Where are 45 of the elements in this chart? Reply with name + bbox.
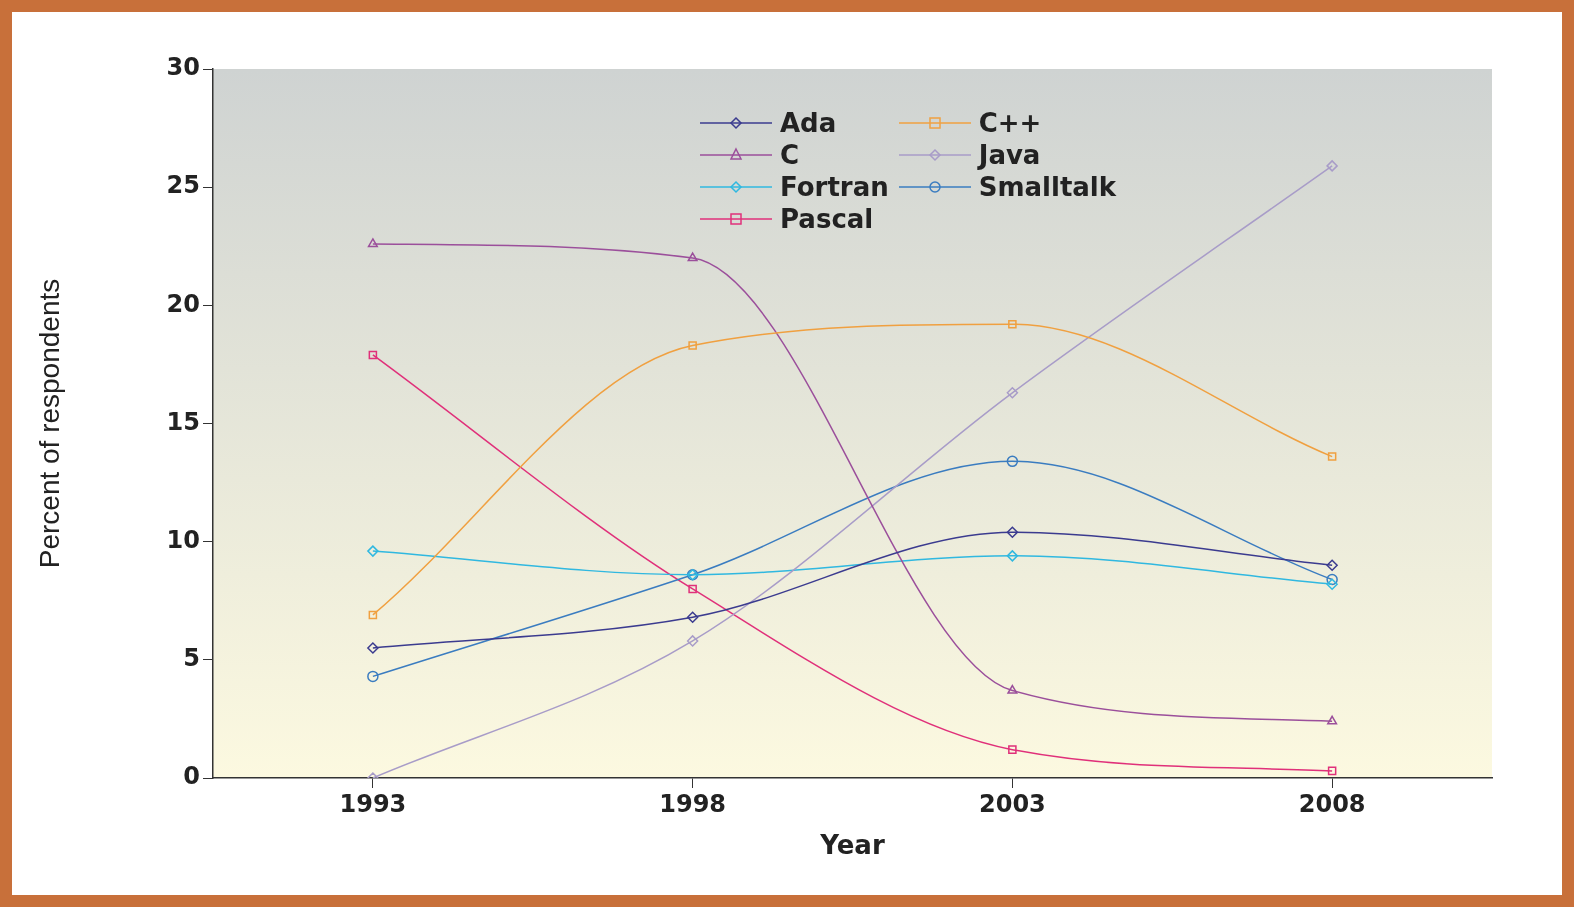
point [367,670,379,683]
point [1006,455,1019,468]
point [1006,387,1019,399]
y-tick-label: 10 [166,525,200,554]
point [686,611,699,624]
y-tick-label: 20 [166,289,200,318]
point [688,341,697,350]
point [368,610,378,620]
point [367,642,379,654]
y-tick-label: 5 [183,644,200,673]
point [687,252,698,262]
legend-label: Pascal [780,204,874,234]
x-tick-label: 1998 [659,789,727,818]
x-tick-label: 1993 [339,789,407,818]
y-tick-label: 25 [166,171,200,200]
x-axis-title: Year [819,830,885,861]
point [1327,452,1337,461]
point [367,238,378,248]
y-tick-label: 15 [166,407,200,436]
legend-label: C++ [978,108,1042,138]
point [1327,766,1337,776]
point [1327,715,1338,725]
point [686,635,699,647]
point [1326,578,1338,590]
legend-label: Smalltalk [978,172,1117,202]
point [367,545,379,557]
point [1326,573,1338,586]
point [1326,160,1338,172]
point [1007,684,1018,694]
legend-label: Fortran [780,172,889,202]
y-tick-label: 30 [166,53,200,82]
x-tick-label: 2003 [978,789,1046,818]
point [1008,745,1017,754]
legend-label: Java [978,140,1041,170]
x-tick-label: 2008 [1298,789,1366,818]
point [1008,319,1017,329]
legend-label: Ada [780,108,837,138]
point [1006,550,1019,562]
legend-label: C [780,140,800,170]
y-axis-title: Percent of respondents [33,278,65,569]
point [1006,526,1019,538]
point [688,584,697,594]
point [368,350,378,360]
point [1326,559,1338,572]
y-tick-label: 0 [183,762,200,791]
